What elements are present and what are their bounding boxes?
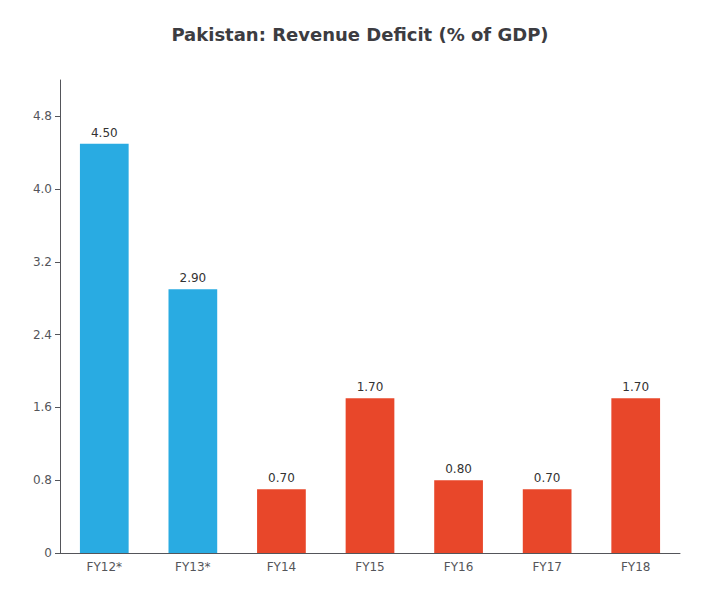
svg-text:FY16: FY16 (444, 560, 474, 574)
svg-text:0.70: 0.70 (268, 471, 295, 485)
svg-text:4.0: 4.0 (33, 182, 52, 196)
svg-text:Pakistan: Revenue Deficit (% o: Pakistan: Revenue Deficit (% of GDP) (171, 24, 548, 45)
svg-text:FY15: FY15 (355, 560, 385, 574)
svg-text:4.8: 4.8 (33, 109, 52, 123)
svg-text:3.2: 3.2 (33, 255, 52, 269)
svg-text:1.6: 1.6 (33, 400, 52, 414)
svg-text:2.90: 2.90 (179, 271, 206, 285)
svg-text:1.70: 1.70 (622, 380, 649, 394)
svg-text:0.70: 0.70 (534, 471, 561, 485)
svg-text:4.50: 4.50 (91, 126, 118, 140)
svg-text:FY17: FY17 (532, 560, 562, 574)
svg-text:0: 0 (44, 546, 52, 560)
svg-text:0.8: 0.8 (33, 473, 52, 487)
svg-text:0.80: 0.80 (445, 462, 472, 476)
svg-text:FY13*: FY13* (175, 560, 211, 574)
svg-text:FY12*: FY12* (87, 560, 123, 574)
svg-text:FY18: FY18 (621, 560, 651, 574)
svg-text:1.70: 1.70 (357, 380, 384, 394)
svg-text:FY14: FY14 (267, 560, 297, 574)
svg-text:2.4: 2.4 (33, 328, 52, 342)
